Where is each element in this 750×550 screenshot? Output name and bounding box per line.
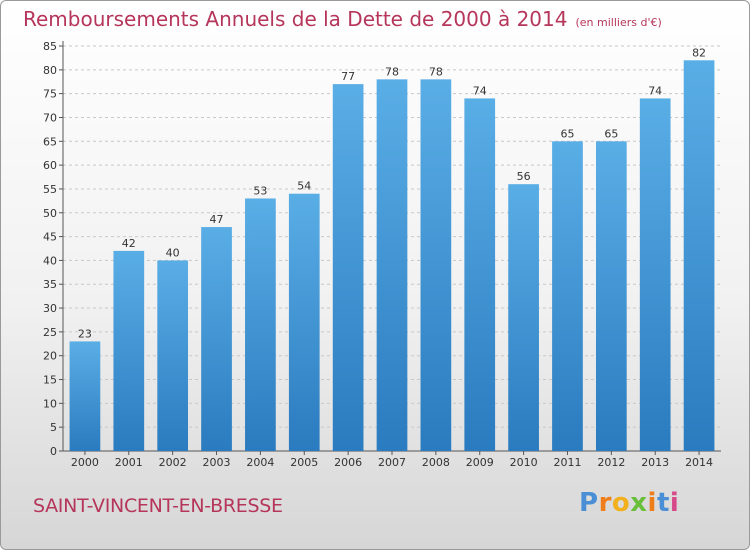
y-tick-label: 45 — [43, 231, 57, 244]
logo-letter: i — [647, 488, 657, 518]
logo-letter: t — [656, 488, 670, 518]
bar — [157, 260, 189, 451]
proxiti-logo: Proxiti — [579, 488, 679, 518]
y-tick-label: 40 — [43, 254, 57, 267]
bar-value-label: 54 — [297, 180, 311, 193]
logo-letter: P — [579, 488, 599, 518]
logo-letter: o — [611, 488, 631, 518]
bar-value-label: 65 — [604, 127, 618, 140]
logo-letter: x — [630, 488, 648, 518]
y-tick-label: 30 — [43, 302, 57, 315]
bar — [552, 141, 583, 451]
y-tick-label: 55 — [43, 183, 57, 196]
bar-value-label: 74 — [648, 84, 662, 97]
y-tick-label: 65 — [43, 135, 57, 148]
x-tick-label: 2013 — [641, 456, 669, 469]
bar-value-label: 77 — [341, 70, 355, 83]
bar-value-label: 56 — [517, 170, 531, 183]
bar — [332, 84, 364, 451]
y-tick-label: 0 — [50, 445, 57, 458]
y-tick-label: 50 — [43, 207, 57, 220]
x-tick-label: 2000 — [71, 456, 99, 469]
labels: 0 5 10 15 20 25 30 35 40 45 50 55 60 65 70 75 80 85 23 2000… — [43, 40, 713, 469]
bar — [464, 98, 496, 451]
bar-value-label: 65 — [560, 127, 574, 140]
chart-title-text: Remboursements Annuels de la Dette de 20… — [23, 7, 568, 31]
chart-unit: (en milliers d'€) — [575, 16, 662, 29]
x-tick-label: 2005 — [290, 456, 318, 469]
x-tick-label: 2012 — [597, 456, 625, 469]
logo-letter: i — [669, 488, 680, 518]
y-tick-label: 80 — [43, 64, 57, 77]
y-tick-label: 35 — [43, 278, 57, 291]
x-tick-label: 2006 — [334, 456, 362, 469]
x-tick-label: 2010 — [510, 456, 538, 469]
x-tick-label: 2004 — [246, 456, 274, 469]
logo-letter: r — [598, 488, 612, 518]
bar-value-label: 74 — [473, 84, 487, 97]
bar — [245, 198, 276, 451]
bars — [69, 60, 715, 452]
bar-value-label: 42 — [122, 237, 136, 250]
y-tick-label: 5 — [50, 421, 57, 434]
x-tick-label: 2001 — [115, 456, 143, 469]
bar — [683, 60, 715, 451]
chart-title: Remboursements Annuels de la Dette de 20… — [23, 7, 662, 31]
bar — [69, 341, 101, 451]
y-tick-label: 75 — [43, 88, 57, 101]
bar — [288, 193, 320, 452]
y-tick-label: 15 — [43, 374, 57, 387]
bar-value-label: 23 — [78, 327, 92, 340]
bar — [639, 98, 671, 451]
bar-value-label: 53 — [253, 184, 267, 197]
x-tick-label: 2003 — [203, 456, 231, 469]
bar — [508, 184, 539, 452]
bar — [376, 79, 408, 452]
bar-value-label: 82 — [692, 46, 706, 59]
bar — [595, 141, 627, 451]
bar-value-label: 40 — [166, 246, 180, 259]
commune-name: SAINT-VINCENT-EN-BRESSE — [33, 495, 283, 517]
y-tick-label: 70 — [43, 111, 57, 124]
x-tick-label: 2007 — [378, 456, 406, 469]
y-tick-label: 20 — [43, 350, 57, 363]
bar-value-label: 78 — [385, 65, 399, 78]
bar-value-label: 47 — [210, 213, 224, 226]
x-tick-label: 2002 — [159, 456, 187, 469]
y-tick-label: 85 — [43, 40, 57, 53]
bar-value-label: 78 — [429, 65, 443, 78]
x-tick-label: 2014 — [685, 456, 713, 469]
y-tick-label: 25 — [43, 326, 57, 339]
bar — [420, 79, 452, 452]
y-tick-label: 60 — [43, 159, 57, 172]
x-tick-label: 2008 — [422, 456, 450, 469]
x-tick-label: 2009 — [466, 456, 494, 469]
bar — [113, 250, 145, 451]
bar — [201, 227, 232, 451]
y-tick-label: 10 — [43, 397, 57, 410]
x-tick-label: 2011 — [553, 456, 581, 469]
